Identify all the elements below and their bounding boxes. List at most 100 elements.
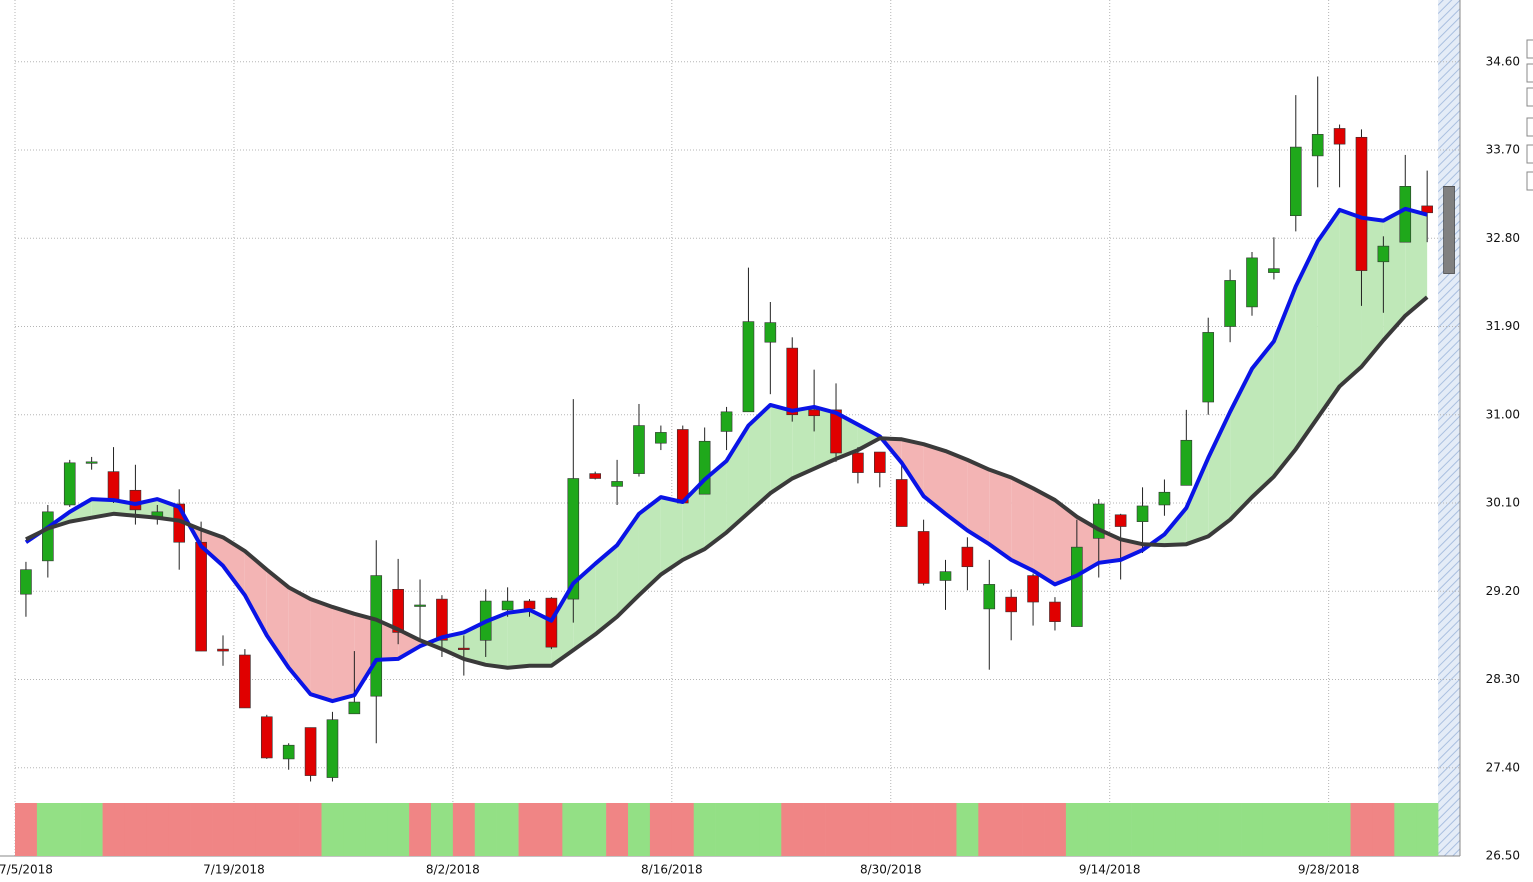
signal-band [1153, 803, 1176, 856]
line-fill [1186, 457, 1209, 545]
candle-body [1333, 128, 1346, 145]
line-fill [1295, 241, 1318, 450]
candle-body [195, 541, 207, 652]
signal-band [190, 803, 213, 856]
line-fill [1011, 477, 1034, 571]
candle-body [874, 451, 886, 473]
candle-body [742, 321, 755, 413]
candle-body [42, 511, 54, 562]
candle-body [983, 584, 996, 610]
line-fill [770, 404, 793, 494]
candle-body [107, 471, 120, 500]
signal-band [343, 803, 366, 856]
candle-body [1311, 134, 1324, 157]
signal-band [430, 803, 454, 856]
line-fill [1033, 488, 1055, 585]
signal-band [803, 803, 826, 856]
side-button[interactable] [1526, 117, 1533, 137]
line-fill [660, 497, 683, 575]
candle-body [1289, 146, 1302, 217]
candle-body [282, 744, 295, 760]
y-tick-label: 30.10 [1486, 496, 1520, 510]
signal-band [890, 803, 913, 856]
signal-band [1175, 803, 1198, 856]
signal-band [671, 803, 695, 856]
line-fill [638, 497, 661, 596]
line-fill [332, 606, 355, 702]
candle-body [589, 473, 601, 479]
candle-body [852, 452, 864, 473]
candle-body [260, 716, 273, 759]
line-fill [857, 424, 880, 451]
candle-body [567, 478, 580, 600]
signal-band [146, 803, 169, 856]
candle-body [414, 604, 426, 607]
candle-body [633, 425, 645, 474]
y-tick-label: 31.00 [1486, 407, 1520, 421]
signal-band [1350, 803, 1373, 856]
candle-body [436, 598, 448, 641]
signal-band [584, 803, 607, 856]
line-fill [398, 629, 421, 659]
line-fill [901, 439, 924, 497]
signal-band [846, 803, 870, 856]
candle-body [611, 481, 623, 487]
side-button[interactable] [1526, 87, 1533, 107]
side-button[interactable] [1526, 171, 1533, 191]
signal-band [233, 803, 257, 856]
candle-body [698, 440, 711, 495]
signal-band [1241, 803, 1264, 856]
side-buttons[interactable] [1526, 39, 1533, 191]
signal-band [1022, 803, 1045, 856]
side-button[interactable] [1526, 144, 1533, 164]
candle-body [1092, 503, 1105, 539]
line-fill [1230, 368, 1253, 520]
signal-band [1219, 803, 1242, 856]
candle-body [1355, 136, 1368, 271]
candle-body [1443, 186, 1455, 274]
signal-band [978, 803, 1001, 856]
signal-band [474, 803, 497, 856]
line-fill [1317, 209, 1340, 418]
signal-band [1197, 803, 1220, 856]
signal-band [365, 803, 388, 856]
candle-body [1377, 245, 1390, 263]
signal-band [255, 803, 279, 856]
y-tick-label: 28.30 [1486, 672, 1520, 686]
side-button[interactable] [1526, 39, 1533, 59]
x-tick-label: 7/19/2018 [203, 863, 265, 877]
candle-body [1027, 575, 1039, 603]
candle-body [370, 575, 383, 697]
signal-band [452, 803, 476, 856]
line-fill [1273, 286, 1296, 477]
candle-body [1049, 601, 1061, 622]
signal-band [1087, 803, 1110, 856]
line-fill [69, 499, 92, 522]
candle-body [764, 322, 777, 343]
y-tick-label: 33.70 [1486, 143, 1520, 157]
moving-average-line [25, 295, 1429, 670]
side-button[interactable] [1526, 63, 1533, 83]
line-fill [288, 587, 311, 695]
signal-band [1284, 803, 1308, 856]
signal-band [934, 803, 957, 856]
signal-band [1262, 803, 1286, 856]
signal-band [825, 803, 848, 856]
candle-body [939, 571, 952, 581]
candle-body [1224, 280, 1236, 327]
candle-body [786, 347, 799, 416]
signal-band [36, 803, 60, 856]
candle-body [830, 409, 842, 454]
signal-band [1109, 803, 1132, 856]
signal-band [80, 803, 103, 856]
signal-band [1000, 803, 1023, 856]
signal-band [409, 803, 432, 856]
line-fill [244, 551, 267, 636]
signal-band [759, 803, 782, 856]
x-tick-label: 8/2/2018 [426, 863, 480, 877]
candle-body [1202, 332, 1215, 403]
candle-body [917, 531, 930, 584]
signal-band [868, 803, 892, 856]
y-tick-label: 32.80 [1486, 231, 1520, 245]
